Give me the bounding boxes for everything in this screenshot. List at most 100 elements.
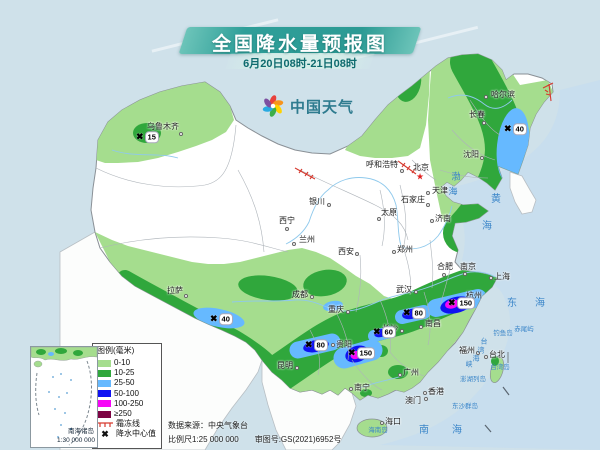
island-label: 台湾岛 — [490, 363, 510, 371]
legend-range-label: 10-25 — [114, 368, 135, 378]
china-weather-logo: 中国天气 — [261, 94, 354, 118]
inset-label: 南海诸岛 — [68, 428, 94, 435]
legend-row-frost-line: 霜冻线 — [97, 419, 157, 429]
island-label: 东沙群岛 — [452, 402, 478, 410]
legend-title: 图例(毫米) — [97, 346, 135, 355]
city-marker — [295, 366, 299, 370]
sea-label: 海 — [535, 298, 545, 309]
city-marker — [463, 272, 467, 276]
sea-label: 东 — [507, 298, 517, 309]
legend-range-label: 0-10 — [114, 358, 131, 368]
precip-center-x-icon: ✖ — [348, 347, 356, 358]
sea-label: 海 — [482, 221, 492, 232]
city-label: 兰州 — [299, 235, 315, 244]
sea-label: 湾 — [477, 347, 485, 355]
city-marker — [310, 295, 314, 299]
precip-center-x-icon: ✖ — [136, 131, 144, 142]
city-marker — [400, 329, 404, 333]
city-label: 南昌 — [425, 319, 441, 328]
city-marker — [419, 325, 423, 329]
island-label: 赤尾屿 — [514, 325, 534, 333]
city-label: 沈阳 — [463, 150, 479, 159]
precip-center-marker: ✖ 40 — [504, 123, 527, 135]
precip-center-x-icon: ✖ — [373, 326, 381, 337]
city-label: 郑州 — [397, 245, 413, 254]
legend-swatch — [97, 359, 111, 367]
city-marker — [480, 156, 484, 160]
city-label: 济南 — [435, 214, 451, 223]
city-marker — [426, 203, 430, 207]
city-label: 香港 — [428, 387, 444, 396]
taiwan-island — [489, 352, 509, 384]
city-label: 长春 — [469, 110, 485, 119]
legend-row: 10-25 — [97, 368, 157, 378]
city-label: 太原 — [381, 208, 397, 217]
precip-center-value: 150 — [456, 297, 476, 309]
legend-swatch — [97, 400, 111, 408]
sea-label: 黄 — [491, 194, 501, 205]
sea-label: 台 — [480, 338, 488, 346]
city-marker — [292, 242, 296, 246]
hainan-island — [356, 418, 388, 438]
legend-row: 0-10 — [97, 358, 157, 368]
precip-center-marker: ✖ 150 — [448, 297, 476, 309]
legend-range-label: 100-250 — [114, 398, 144, 408]
precip-center-value: 15 — [144, 131, 159, 143]
legend-swatch — [97, 369, 111, 377]
precip-center-marker: ✖ 40 — [210, 313, 233, 325]
city-label: 西安 — [338, 247, 354, 256]
city-label: 武汉 — [396, 285, 412, 294]
frost-line-legend-icon — [97, 421, 113, 428]
legend-swatch — [97, 410, 111, 418]
legend-swatch — [97, 390, 111, 398]
sea-label: 渤 — [451, 171, 461, 182]
city-marker — [426, 191, 430, 195]
city-marker — [355, 252, 359, 256]
rain-10-25-sichuan-a — [238, 275, 298, 301]
city-label: 呼和浩特 — [366, 160, 398, 169]
sea-label: 海 — [452, 425, 462, 436]
pinwheel-logo-icon — [262, 95, 284, 117]
city-marker — [179, 132, 183, 136]
city-label: 重庆 — [328, 305, 344, 314]
city-label: 拉萨 — [167, 286, 183, 295]
inset-map-graphic — [31, 347, 97, 446]
scale-approval-line: 比例尺1:25 000 000 审图号:GS(2021)6952号 — [168, 435, 342, 444]
legend-row: ≥250 — [97, 409, 157, 419]
city-label: 乌鲁木齐 — [147, 122, 179, 131]
city-marker — [392, 250, 396, 254]
island-label: 海南岛 — [368, 426, 388, 434]
precip-center-value: 80 — [411, 307, 426, 319]
city-marker — [331, 343, 335, 347]
city-marker — [476, 351, 480, 355]
city-marker — [377, 217, 381, 221]
precip-center-value: 60 — [381, 326, 396, 338]
precip-center-value: 40 — [512, 123, 527, 135]
city-label: 台北 — [489, 350, 505, 359]
city-marker — [414, 290, 418, 294]
city-label: 南京 — [460, 262, 476, 271]
city-marker — [424, 397, 428, 401]
city-marker — [430, 219, 434, 223]
city-marker — [489, 276, 493, 280]
city-label: 西宁 — [279, 216, 295, 225]
city-marker — [484, 355, 488, 359]
city-label: 福州 — [459, 346, 475, 355]
sea-label: 海 — [448, 186, 458, 197]
sea-label: 峡 — [465, 361, 473, 369]
city-label: 广州 — [403, 368, 419, 377]
legend-range-label: ≥250 — [114, 409, 132, 419]
city-marker — [484, 95, 488, 99]
island-label: 钓鱼岛 — [493, 329, 513, 337]
precip-center-value: 40 — [218, 313, 233, 325]
precip-center-legend-icon: ✖ — [101, 428, 109, 439]
rain-250plus — [448, 302, 454, 306]
korea-landmass — [509, 171, 537, 215]
city-marker — [184, 294, 188, 298]
precip-center-marker: ✖ 80 — [403, 307, 426, 319]
city-label: 石家庄 — [401, 195, 425, 204]
precip-center-marker: ✖ 80 — [305, 339, 328, 351]
city-label: 合肥 — [437, 262, 453, 271]
rain-10-25-nanning — [360, 389, 372, 397]
